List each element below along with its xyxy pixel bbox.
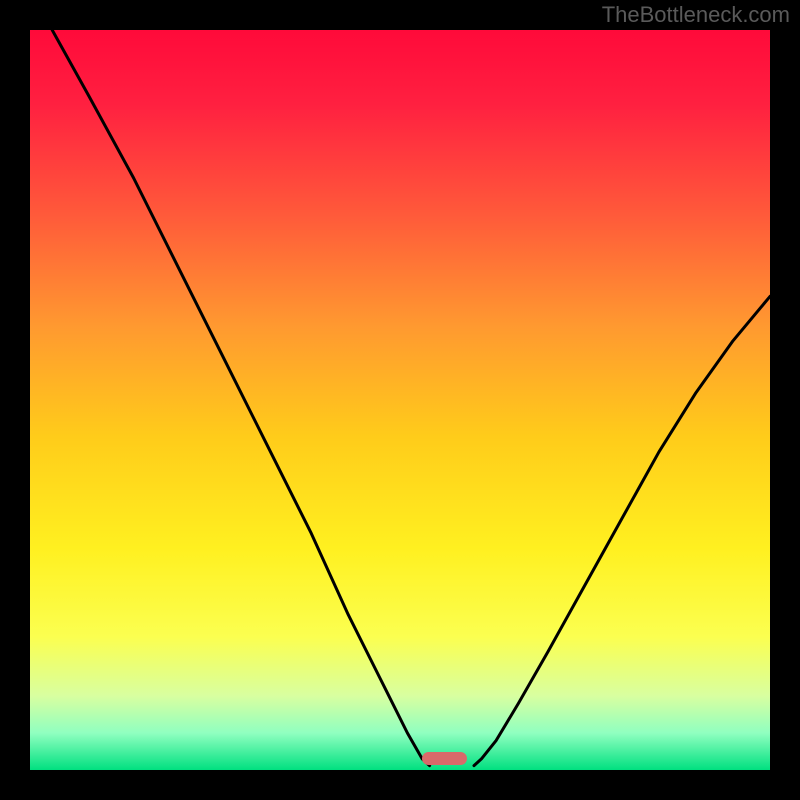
chart-container: TheBottleneck.com	[0, 0, 800, 800]
watermark-text: TheBottleneck.com	[602, 2, 790, 28]
plot-area	[30, 30, 770, 770]
bottleneck-curve	[30, 30, 770, 770]
optimum-marker	[422, 752, 466, 765]
